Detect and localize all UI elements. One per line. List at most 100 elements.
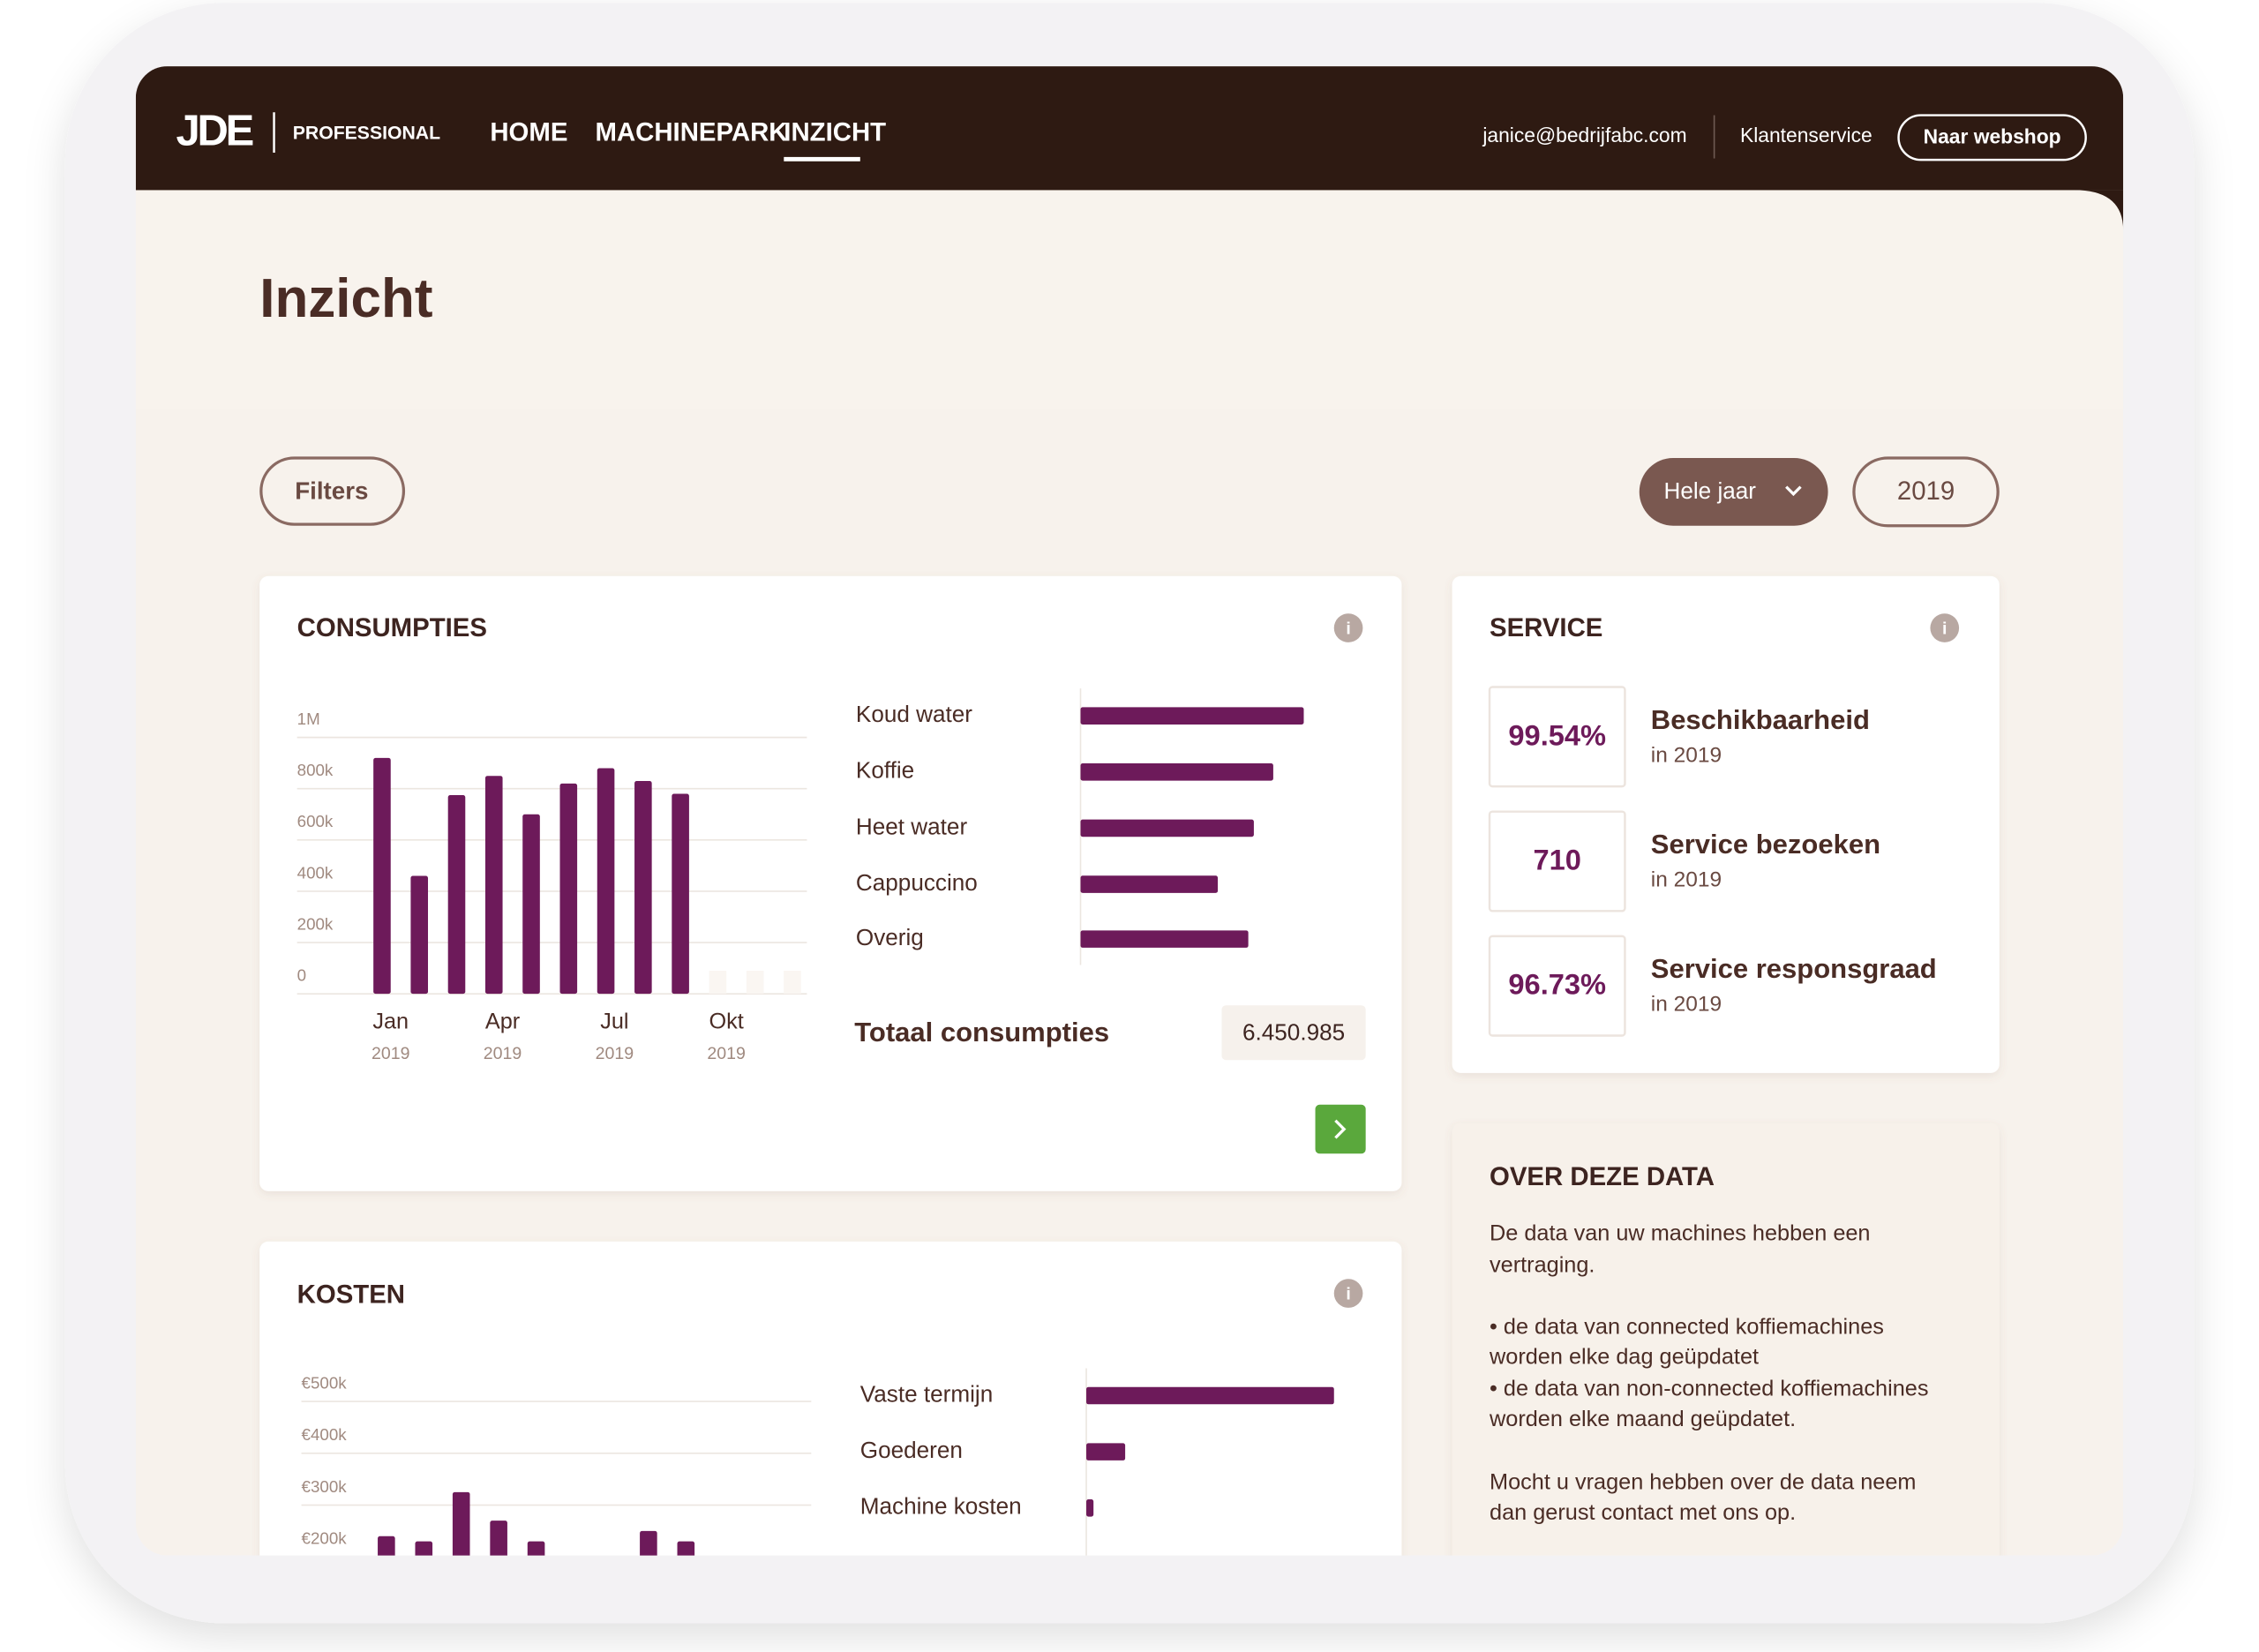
filters-label: Filters [295,477,368,505]
about-text: worden elke maand geüpdatet. [1489,1407,1796,1431]
user-email[interactable]: janice@bedrijfabc.com [1482,124,1686,146]
y-tick-label: 0 [297,966,306,985]
bar-label: Cappuccino [856,869,978,896]
page-title: Inzicht [259,268,432,329]
y-tick-label: €300k [302,1477,348,1496]
svg-text:i: i [1346,1284,1350,1303]
period-label: Hele jaar [1664,477,1757,504]
bar-label: Koud water [856,701,972,727]
x-tick-sublabel: 2019 [596,1044,634,1063]
y-tick-label: 200k [297,914,334,933]
consumpties-card [259,575,1402,1191]
webshop-button[interactable] [1897,114,2087,161]
nav-link[interactable]: MACHINEPARK [595,118,787,147]
nav-link[interactable]: HOME [490,118,567,147]
hbar [1080,819,1254,837]
kpi-box [1488,810,1626,912]
hbar [1086,1443,1126,1461]
year-label: 2019 [1897,477,1955,506]
kpi-box [1488,935,1626,1037]
period-select[interactable] [1639,458,1828,526]
x-tick-sublabel: 2019 [484,1044,522,1063]
about-text: dan gerust contact met ons op. [1490,1500,1796,1525]
hbar [1080,763,1273,781]
svg-text:i: i [1942,619,1947,638]
kpi-box [1488,686,1626,788]
bar-placeholder [790,1638,807,1652]
bar [597,768,615,995]
logo[interactable]: JDE [176,108,256,155]
bar-label: Vaste termijn [860,1380,993,1407]
bar-label: Overig [856,924,924,950]
screen: JDE PROFESSIONAL HOME MACHINEPARK INZICH… [135,66,2124,1652]
x-tick-label: Okt [709,1009,744,1033]
kpi-label: Service bezoeken [1651,829,1880,860]
card-title: SERVICE [1490,613,1602,642]
bar [559,783,578,995]
kpi-period: in 2019 [1651,867,1722,891]
kpi-value: 96.73% [1508,968,1606,1001]
bar-placeholder [715,1638,732,1652]
x-tick-label: Jul [600,1009,628,1033]
hbar [1080,930,1249,948]
y-tick-label: 1M [297,710,320,728]
webshop-label: Naar webshop [1924,125,2061,148]
total-label: Totaal consumpties [854,1017,1109,1048]
hbar [1080,875,1219,893]
bar-label: Koffie [856,757,914,784]
about-text: De data van uw machines hebben een [1490,1220,1871,1245]
about-card [1452,1123,2000,1556]
bar [484,776,503,995]
y-tick-label: 800k [297,761,334,779]
bar-placeholder [709,971,727,995]
hbar [1080,707,1304,725]
card-title: CONSUMPTIES [297,613,487,642]
filters-button[interactable] [259,456,406,526]
kpi-period: in 2019 [1651,993,1722,1017]
support-link[interactable]: Klantenservice [1740,124,1872,146]
card-title: KOSTEN [297,1280,405,1310]
logo-sub: PROFESSIONAL [293,123,440,143]
about-text: worden elke dag geüpdatet [1489,1345,1759,1370]
y-tick-label: 600k [297,812,334,830]
hbar [1086,1386,1334,1405]
nav-link-active[interactable]: INZICHT [784,118,886,147]
x-tick-sublabel: 2019 [371,1044,410,1063]
y-tick-label: €500k [302,1373,348,1392]
bar-label: Goederen [860,1437,963,1463]
bar-placeholder [746,971,764,995]
svg-text:i: i [1346,619,1350,638]
kpi-period: in 2019 [1651,743,1722,767]
bar-label: Heet water [856,813,968,839]
x-tick-label: Apr [485,1009,520,1033]
navbar [135,66,2124,191]
kpi-label: Service responsgraad [1651,953,1937,984]
x-tick-label: Jan [372,1009,409,1033]
about-text: vertraging. [1490,1252,1595,1277]
about-text: Mocht u vragen hebben over de data neem [1490,1470,1916,1495]
bar-label: Machine kosten [860,1493,1022,1520]
kpi-value: 99.54% [1508,718,1606,751]
bar [522,814,540,995]
hbar [1086,1498,1094,1517]
kpi-value: 710 [1534,843,1581,875]
y-tick-label: €200k [302,1529,348,1548]
bar [447,794,466,995]
bar [672,793,689,995]
bar [634,781,652,995]
bar [373,757,391,995]
bar [452,1491,470,1556]
y-tick-label: 400k [297,863,334,882]
about-text: • de data van non-connected koffiemachin… [1490,1377,1929,1401]
bar [410,875,429,995]
bar-placeholder [752,1638,769,1652]
bar-placeholder [784,971,801,995]
year-button[interactable] [1852,456,2000,528]
next-button[interactable] [1315,1104,1366,1154]
y-tick-label: €400k [302,1425,348,1444]
active-underline [784,156,860,161]
about-text: • de data van connected koffiemachines [1490,1314,1884,1339]
x-tick-sublabel: 2019 [707,1044,746,1063]
card-title: OVER DEZE DATA [1490,1162,1715,1191]
